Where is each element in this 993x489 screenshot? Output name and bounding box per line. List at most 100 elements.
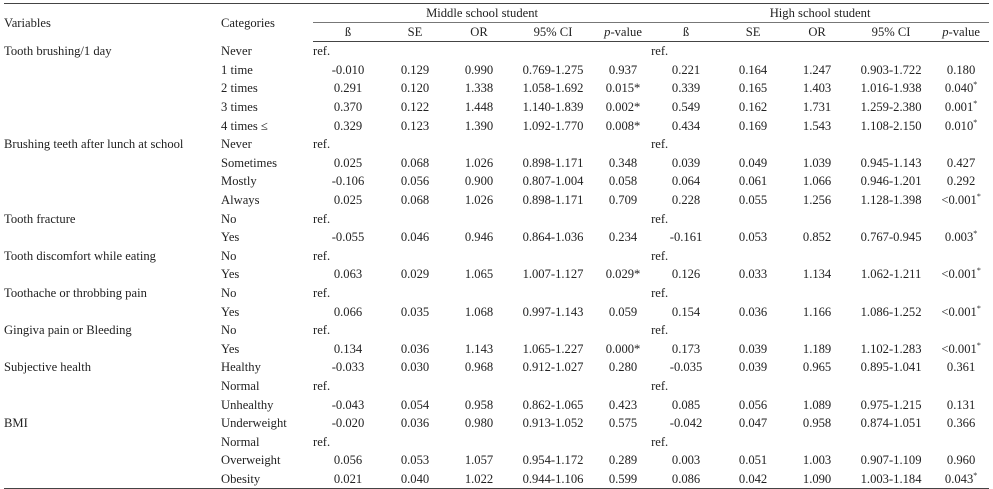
table-row: 2 times 0.291 0.120 1.338 1.058-1.692 0.015* 0… bbox=[4, 79, 989, 98]
pvalue-cell-high: 0.292 bbox=[933, 172, 989, 191]
pvalue-cell-high: 0.427 bbox=[933, 154, 989, 173]
row-variable bbox=[4, 61, 221, 80]
col-or-high: OR bbox=[785, 22, 850, 42]
se-cell-middle: 0.040 bbox=[383, 469, 447, 489]
row-variable bbox=[4, 98, 221, 117]
or-cell-middle: 1.022 bbox=[447, 469, 511, 489]
ci-cell-middle: 0.912-1.027 bbox=[522, 360, 584, 375]
empty-cell-middle bbox=[383, 377, 447, 396]
col-pvalue-high: p-value bbox=[933, 22, 990, 42]
ci-cell-high: 1.003-1.184 bbox=[849, 469, 934, 489]
row-category: No bbox=[221, 211, 237, 226]
empty-cell-middle bbox=[511, 42, 595, 61]
ref-cell-high: ref. bbox=[651, 44, 669, 59]
empty-cell-middle bbox=[383, 135, 447, 154]
empty-cell-middle bbox=[447, 135, 511, 154]
or-cell-high: 0.958 bbox=[802, 416, 832, 431]
se-cell-middle: 0.056 bbox=[400, 174, 430, 189]
ref-cell-high: ref. bbox=[651, 211, 669, 226]
empty-cell-middle bbox=[447, 209, 511, 228]
row-category: Healthy bbox=[221, 360, 261, 375]
ref-cell-high: ref. bbox=[651, 137, 669, 152]
se-cell-middle: 0.036 bbox=[400, 341, 430, 356]
pvalue-cell-high: <0.001* bbox=[933, 340, 989, 359]
beta-cell-high: 0.126 bbox=[671, 267, 701, 282]
empty-cell-high bbox=[785, 209, 849, 228]
pvalue-cell-middle: 0.015* bbox=[595, 79, 651, 98]
table-row: 3 times 0.370 0.122 1.448 1.140-1.839 0.002* 0… bbox=[4, 98, 989, 117]
or-cell-middle: 1.068 bbox=[464, 304, 494, 319]
or-cell-high: 1.403 bbox=[802, 81, 832, 96]
pvalue-cell-middle: 0.348 bbox=[595, 154, 651, 173]
beta-cell-high: 0.173 bbox=[671, 341, 701, 356]
table-row: Overweight 0.056 0.053 1.057 0.954-1.172 0.28… bbox=[4, 451, 989, 470]
empty-cell-middle bbox=[595, 377, 651, 396]
empty-cell-middle bbox=[511, 209, 595, 228]
ref-cell-high: ref. bbox=[651, 248, 669, 263]
empty-cell-high bbox=[933, 321, 989, 340]
ref-cell-high: ref. bbox=[651, 378, 669, 393]
row-variable bbox=[4, 451, 221, 470]
table-row: Yes 0.063 0.029 1.065 1.007-1.127 0.029* 0.126… bbox=[4, 265, 989, 284]
significance-mark: * bbox=[976, 340, 981, 350]
beta-cell-middle: 0.056 bbox=[333, 453, 363, 468]
table-row: Toothache or throbbing pain No ref. ref. bbox=[4, 284, 989, 303]
col-se-high: SE bbox=[721, 22, 786, 42]
empty-cell-middle bbox=[511, 321, 595, 340]
or-cell-middle: 1.338 bbox=[464, 81, 494, 96]
pvalue-text: 0.180 bbox=[946, 62, 976, 77]
col-se-middle: SE bbox=[383, 22, 447, 42]
empty-cell-high bbox=[721, 135, 785, 154]
beta-cell-high: -0.042 bbox=[669, 416, 703, 431]
pvalue-text: 0.059 bbox=[608, 304, 638, 319]
significance-mark: * bbox=[973, 229, 978, 239]
or-cell-high: 1.166 bbox=[802, 304, 832, 319]
row-variable: Subjective health bbox=[4, 360, 92, 375]
ref-cell-middle: ref. bbox=[313, 286, 331, 301]
se-cell-middle: 0.054 bbox=[400, 397, 430, 412]
col-beta-middle: ß bbox=[313, 22, 383, 42]
ref-cell-middle: ref. bbox=[313, 211, 331, 226]
or-cell-high: 0.852 bbox=[802, 230, 832, 245]
pvalue-cell-middle: 0.008* bbox=[595, 116, 651, 135]
pvalue-text: <0.001 bbox=[941, 304, 977, 319]
se-cell-high: 0.055 bbox=[738, 193, 768, 208]
ci-cell-high: 1.259-2.380 bbox=[860, 100, 922, 115]
or-cell-middle: 1.026 bbox=[464, 155, 494, 170]
pvalue-text: 0.058 bbox=[608, 174, 638, 189]
empty-cell-middle bbox=[595, 321, 651, 340]
ci-cell-middle: 0.997-1.143 bbox=[522, 304, 584, 319]
header-group-high: High school student bbox=[651, 3, 990, 23]
or-cell-high: 1.089 bbox=[802, 397, 832, 412]
empty-cell-high bbox=[721, 432, 785, 451]
pvalue-text: 0.575 bbox=[608, 416, 638, 431]
table-row: Sometimes 0.025 0.068 1.026 0.898-1.171 0.348… bbox=[4, 154, 989, 173]
ci-cell-middle: 1.065-1.227 bbox=[522, 341, 584, 356]
beta-cell-middle: -0.020 bbox=[331, 416, 365, 431]
table-row: Subjective health Healthy -0.033 0.030 0.968… bbox=[4, 358, 989, 377]
beta-cell-high: 0.086 bbox=[651, 469, 722, 489]
beta-cell-middle: 0.291 bbox=[333, 81, 363, 96]
se-cell-high: 0.047 bbox=[738, 416, 768, 431]
pvalue-text: 0.008* bbox=[605, 118, 641, 133]
pvalue-cell-high: 0.010* bbox=[933, 116, 989, 135]
ci-cell-middle: 0.864-1.036 bbox=[522, 230, 584, 245]
table-row: Mostly -0.106 0.056 0.900 0.807-1.004 0.058 0.… bbox=[4, 172, 989, 191]
pvalue-cell-high: 0.003* bbox=[933, 228, 989, 247]
ref-cell-high: ref. bbox=[651, 434, 669, 449]
beta-cell-high: 0.339 bbox=[671, 81, 701, 96]
ref-cell-high: ref. bbox=[651, 286, 669, 301]
row-category: 4 times ≤ bbox=[221, 118, 268, 133]
ci-cell-high: 0.975-1.215 bbox=[860, 397, 922, 412]
row-variable bbox=[4, 191, 221, 210]
ci-cell-high: 1.016-1.938 bbox=[860, 81, 922, 96]
empty-cell-middle bbox=[447, 321, 511, 340]
table-row: Normal ref. ref. bbox=[4, 432, 989, 451]
pvalue-cell-middle: 0.059 bbox=[595, 302, 651, 321]
empty-cell-middle bbox=[595, 284, 651, 303]
pvalue-text: 0.427 bbox=[946, 155, 976, 170]
beta-cell-high: 0.228 bbox=[671, 193, 701, 208]
ci-cell-middle: 0.769-1.275 bbox=[522, 62, 584, 77]
table-row: Tooth brushing/1 day Never ref. ref. bbox=[4, 42, 989, 61]
empty-cell-middle bbox=[447, 42, 511, 61]
